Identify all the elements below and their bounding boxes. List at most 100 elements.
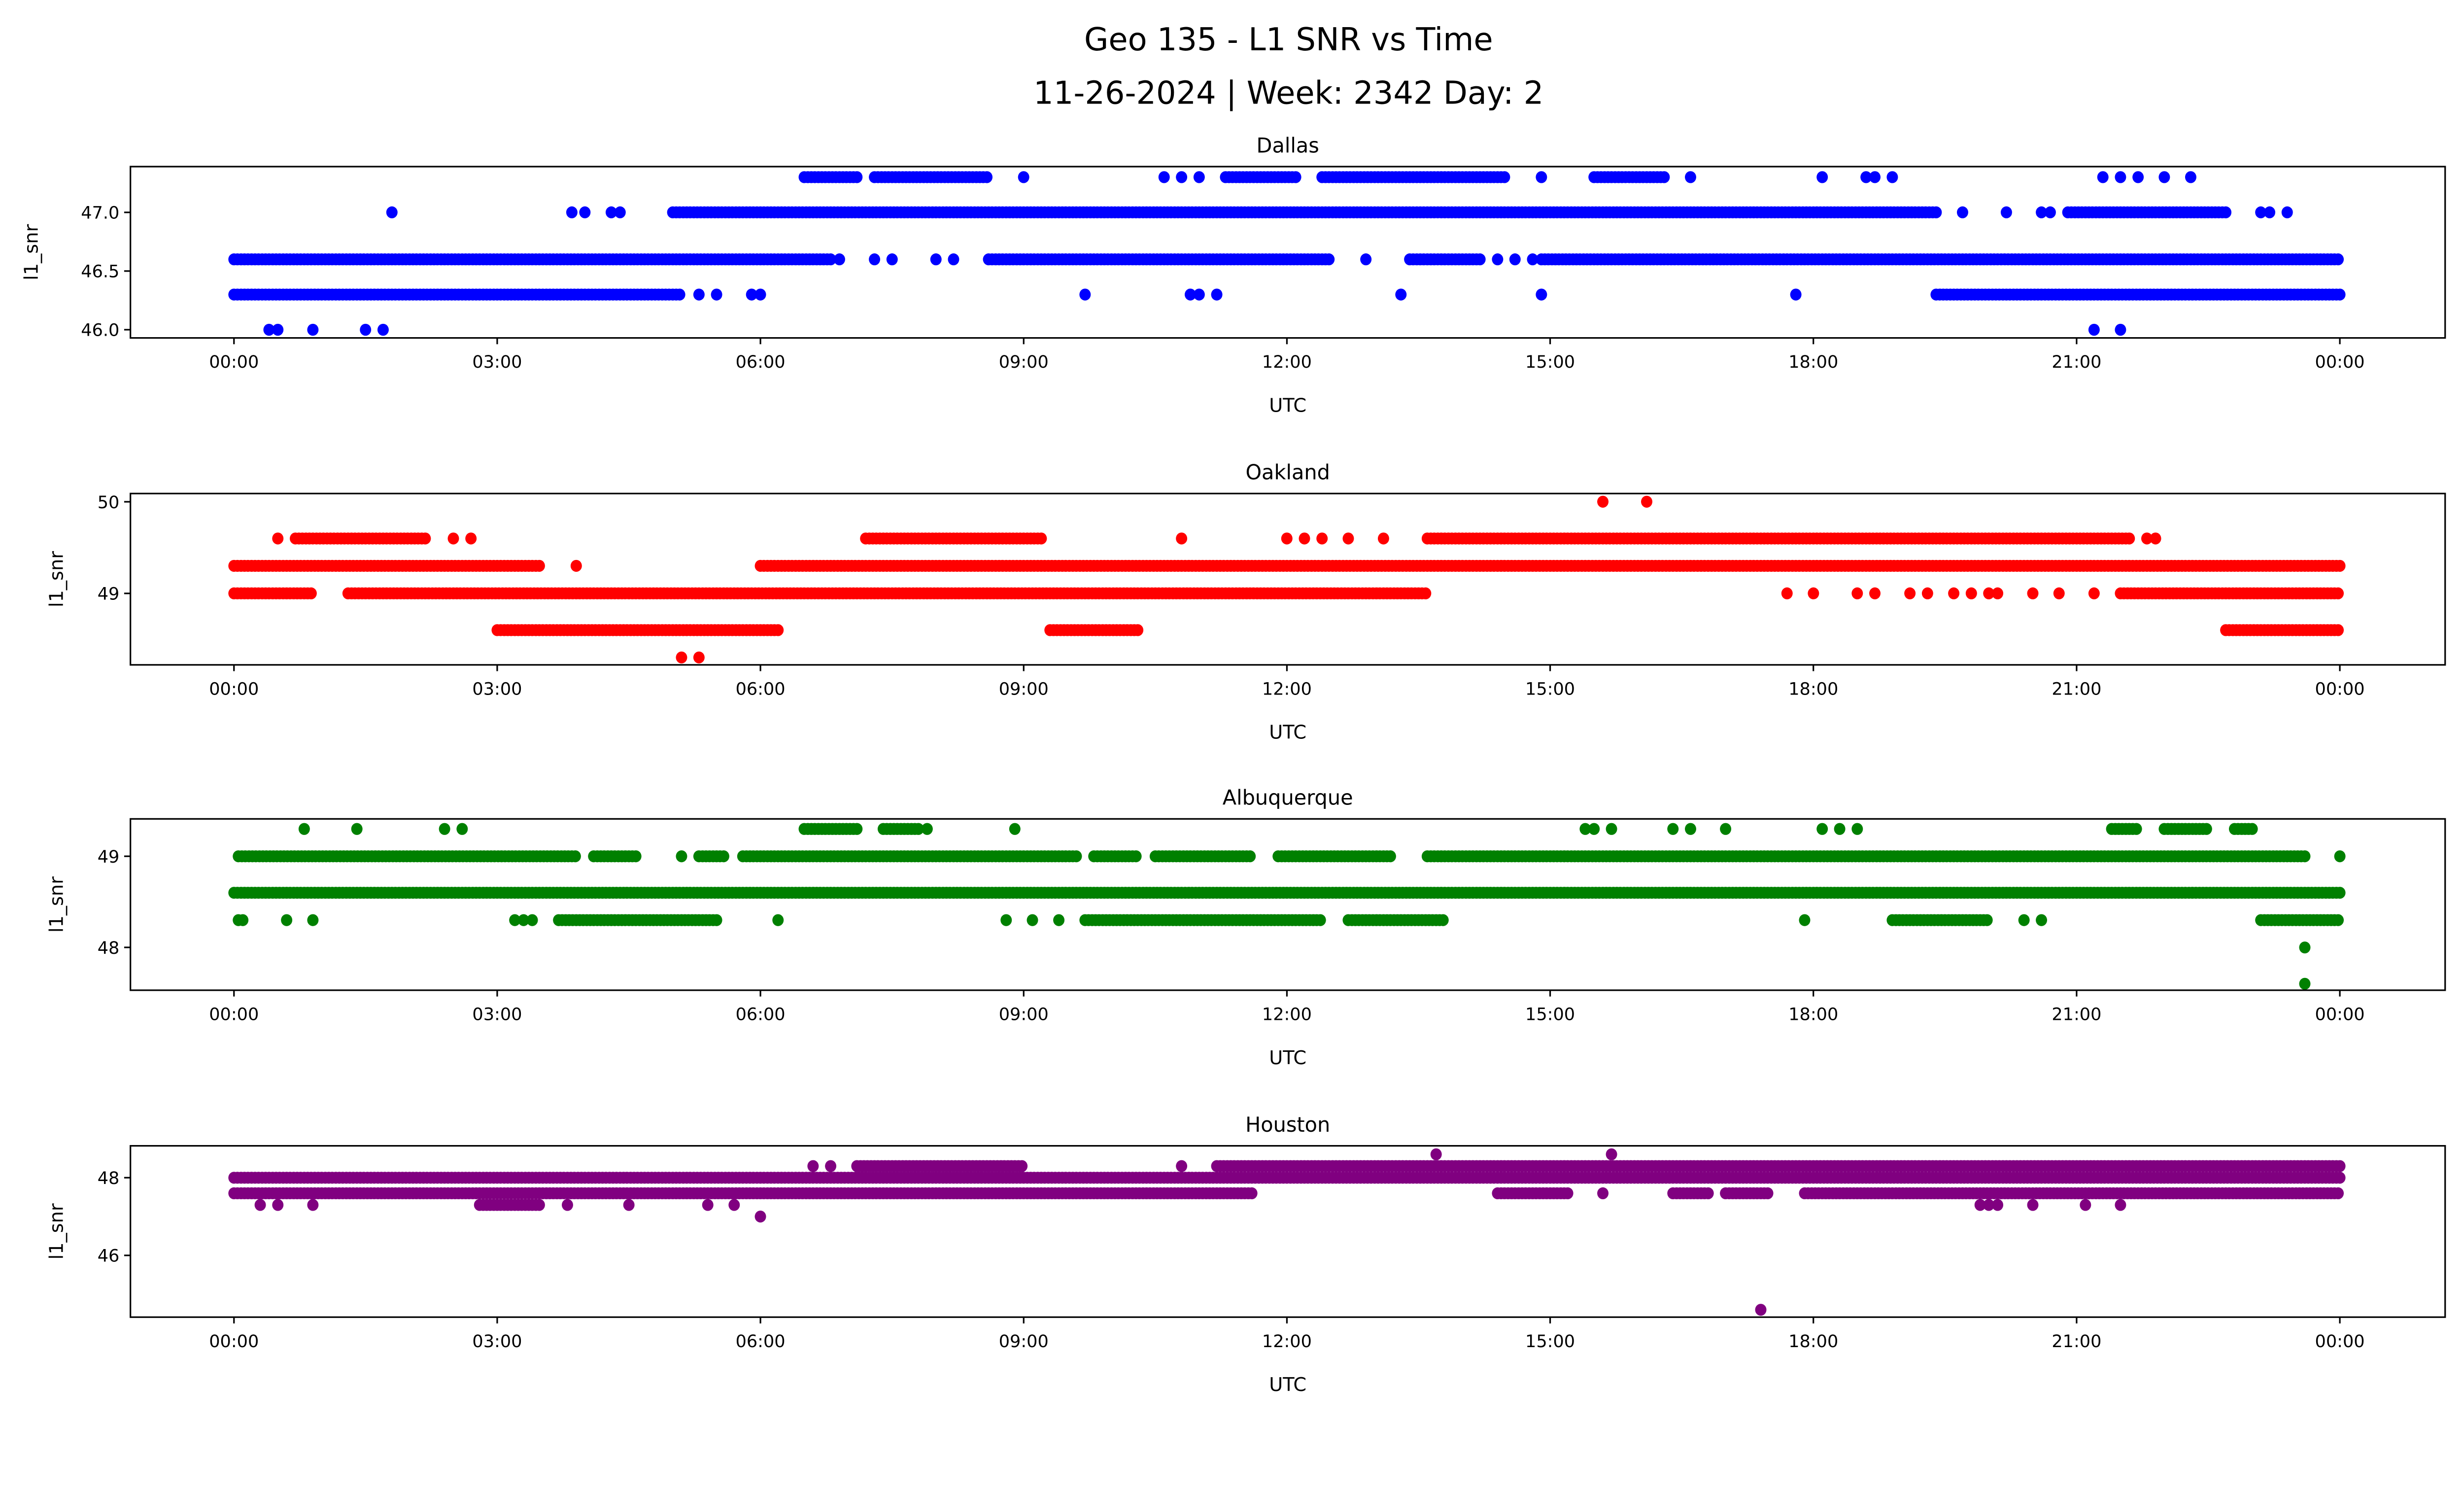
data-point xyxy=(579,206,591,218)
data-point xyxy=(1869,171,1881,183)
data-point xyxy=(2115,171,2126,183)
data-point xyxy=(2018,914,2030,926)
data-point xyxy=(2036,914,2048,926)
x-tick-label: 03:00 xyxy=(472,679,522,699)
data-point xyxy=(569,850,581,863)
y-tick-label: 49 xyxy=(98,584,120,604)
data-point xyxy=(921,823,933,835)
data-point xyxy=(526,914,538,926)
data-point xyxy=(1667,823,1679,835)
x-tick-label: 00:00 xyxy=(209,679,259,699)
data-point xyxy=(2115,323,2126,336)
x-tick-label: 09:00 xyxy=(999,1005,1049,1025)
data-point xyxy=(754,288,766,301)
x-tick-label: 12:00 xyxy=(1262,1005,1312,1025)
data-point xyxy=(2220,206,2232,218)
data-point xyxy=(772,914,784,926)
x-tick-label: 15:00 xyxy=(1525,679,1575,699)
data-point xyxy=(1377,532,1389,545)
x-tick-label: 18:00 xyxy=(1788,679,1838,699)
data-point xyxy=(1869,587,1881,599)
data-point xyxy=(2264,206,2276,218)
data-point xyxy=(1018,171,1029,183)
data-point xyxy=(2299,850,2311,863)
data-point xyxy=(1816,823,1828,835)
data-point xyxy=(693,288,705,301)
data-point xyxy=(1420,587,1432,599)
data-point xyxy=(1658,171,1670,183)
data-point xyxy=(1851,823,1863,835)
data-point xyxy=(1685,823,1696,835)
y-tick-label: 48 xyxy=(98,938,120,958)
data-point xyxy=(533,559,545,572)
data-point xyxy=(1781,587,1793,599)
data-point xyxy=(1360,253,1372,266)
data-point xyxy=(1948,587,1960,599)
data-point xyxy=(676,850,687,863)
data-point xyxy=(1860,171,1872,183)
data-point xyxy=(2150,532,2161,545)
data-point xyxy=(1384,850,1396,863)
data-point xyxy=(930,253,942,266)
data-point xyxy=(2185,171,2196,183)
x-tick-label: 00:00 xyxy=(209,1005,259,1025)
data-point xyxy=(833,253,845,266)
data-point xyxy=(509,914,521,926)
scatter-points xyxy=(228,495,2346,663)
x-tick-label: 09:00 xyxy=(999,352,1049,372)
data-point xyxy=(2130,823,2142,835)
data-point xyxy=(2246,823,2258,835)
data-point xyxy=(1437,914,1449,926)
data-point xyxy=(711,914,722,926)
data-point xyxy=(1808,587,1819,599)
data-point xyxy=(718,850,729,863)
data-point xyxy=(1492,253,1504,266)
data-point xyxy=(2097,171,2109,183)
x-tick-label: 21:00 xyxy=(2052,1005,2101,1025)
data-point xyxy=(674,288,685,301)
data-point xyxy=(1158,171,1170,183)
subplot-title: Oakland xyxy=(1245,461,1330,485)
x-tick-label: 06:00 xyxy=(736,679,786,699)
data-point xyxy=(2334,559,2346,572)
data-point xyxy=(2027,587,2039,599)
data-point xyxy=(237,914,249,926)
x-tick-label: 18:00 xyxy=(1788,352,1838,372)
data-point xyxy=(1685,171,1696,183)
y-tick-label: 46.0 xyxy=(81,320,119,341)
data-point xyxy=(2053,587,2065,599)
data-point xyxy=(2332,624,2344,636)
data-point xyxy=(570,559,582,572)
data-point xyxy=(1904,587,1916,599)
data-point xyxy=(825,253,837,266)
subplot-title: Dallas xyxy=(1257,134,1319,157)
x-tick-label: 12:00 xyxy=(1262,352,1312,372)
x-tick-label: 09:00 xyxy=(999,679,1049,699)
x-tick-label: 21:00 xyxy=(2052,679,2101,699)
x-axis-label: UTC xyxy=(1269,722,1306,744)
data-point xyxy=(465,532,477,545)
data-point xyxy=(746,288,757,301)
data-point xyxy=(272,323,284,336)
data-point xyxy=(1070,850,1082,863)
data-point xyxy=(2036,206,2048,218)
axes-frame xyxy=(130,492,2446,666)
data-point xyxy=(305,587,317,599)
scatter-points xyxy=(228,1148,2346,1316)
x-tick-label: 15:00 xyxy=(1525,1005,1575,1025)
data-point xyxy=(2123,532,2135,545)
data-point xyxy=(1314,914,1326,926)
data-point xyxy=(2000,206,2012,218)
data-point xyxy=(2132,171,2144,183)
data-point xyxy=(1281,532,1293,545)
data-point xyxy=(447,532,459,545)
data-point xyxy=(1035,532,1047,545)
data-point xyxy=(351,823,363,835)
x-tick-label: 00:00 xyxy=(2315,679,2365,699)
data-point xyxy=(1886,171,1898,183)
data-point xyxy=(1130,850,1142,863)
